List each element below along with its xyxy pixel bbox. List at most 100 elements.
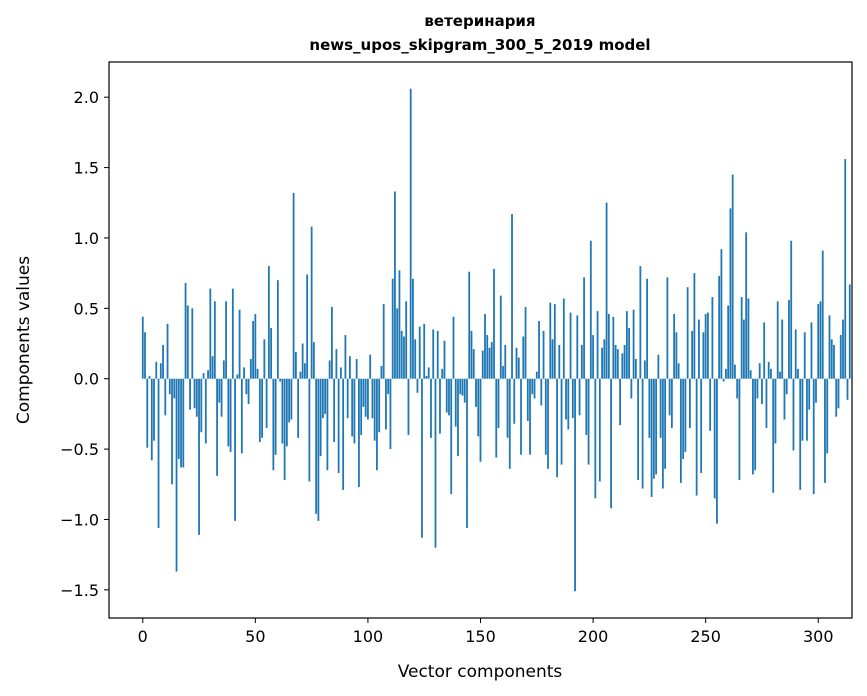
bar-134 <box>443 340 446 379</box>
bar-29 <box>207 370 209 379</box>
bar-145 <box>468 271 471 379</box>
bar-165 <box>513 378 516 424</box>
bar-41 <box>234 378 236 521</box>
bar-17 <box>180 378 182 468</box>
bar-44 <box>240 378 243 454</box>
bar-85 <box>333 378 336 443</box>
bar-32 <box>213 301 216 379</box>
y-tick-label: 0.0 <box>74 370 99 389</box>
bar-131 <box>436 330 439 379</box>
y-tick-label: −1.0 <box>60 510 99 529</box>
bar-258 <box>722 378 725 382</box>
bar-78 <box>317 378 320 521</box>
bar-147 <box>472 349 475 379</box>
bar-26 <box>200 378 203 433</box>
bar-76 <box>312 342 315 379</box>
bar-161 <box>504 344 507 379</box>
bar-155 <box>490 342 493 379</box>
bar-156 <box>493 268 495 379</box>
bar-251 <box>707 312 709 379</box>
bar-310 <box>839 335 842 379</box>
bar-305 <box>828 315 831 379</box>
bar-295 <box>806 378 808 441</box>
y-tick-label: 1.0 <box>74 229 99 248</box>
bar-38 <box>227 378 230 447</box>
bar-105 <box>378 378 381 433</box>
bar-151 <box>481 350 484 379</box>
bar-244 <box>691 330 694 379</box>
bar-69 <box>297 378 300 438</box>
bar-132 <box>439 378 441 434</box>
bar-144 <box>466 378 468 528</box>
bar-313 <box>846 378 849 400</box>
bar-169 <box>522 336 525 379</box>
bar-287 <box>788 299 790 379</box>
bar-10 <box>164 378 167 416</box>
bar-93 <box>351 378 354 437</box>
bar-153 <box>486 335 489 379</box>
x-tick-label: 300 <box>803 627 834 646</box>
bar-129 <box>432 329 435 379</box>
bar-114 <box>398 270 401 379</box>
bar-28 <box>204 378 207 444</box>
bar-43 <box>238 309 241 379</box>
bar-201 <box>594 378 597 499</box>
bar-300 <box>817 304 820 379</box>
bar-53 <box>261 378 263 438</box>
bar-48 <box>249 359 252 379</box>
bar-221 <box>639 266 642 379</box>
bar-275 <box>761 378 763 405</box>
bar-252 <box>709 378 712 431</box>
bar-193 <box>576 315 579 379</box>
bar-218 <box>632 309 635 379</box>
bar-20 <box>186 305 189 379</box>
bar-124 <box>421 378 423 538</box>
bar-83 <box>328 360 331 379</box>
bar-51 <box>256 368 259 379</box>
bar-104 <box>376 378 378 471</box>
bar-308 <box>835 378 838 417</box>
bar-16 <box>177 378 180 459</box>
bar-296 <box>808 378 811 410</box>
bar-261 <box>729 208 732 379</box>
bar-280 <box>772 378 775 493</box>
bar-89 <box>342 378 345 490</box>
bar-271 <box>752 378 754 475</box>
bar-87 <box>337 378 340 474</box>
bar-30 <box>209 288 212 379</box>
bar-152 <box>484 313 486 379</box>
bar-113 <box>396 308 399 379</box>
bar-309 <box>837 378 840 409</box>
bar-286 <box>785 378 788 395</box>
bar-184 <box>556 378 558 478</box>
bar-130 <box>434 378 437 548</box>
bar-140 <box>457 378 459 457</box>
bar-311 <box>842 319 844 379</box>
bars-group <box>141 88 851 592</box>
bar-34 <box>218 378 221 403</box>
bar-298 <box>812 378 815 495</box>
bar-268 <box>745 232 748 379</box>
bar-219 <box>634 359 637 379</box>
bar-213 <box>621 353 624 379</box>
bar-86 <box>335 349 338 379</box>
bar-274 <box>758 363 761 379</box>
bar-163 <box>508 378 511 469</box>
bar-303 <box>824 378 826 483</box>
bar-197 <box>585 378 588 436</box>
bar-312 <box>844 159 847 379</box>
bar-12 <box>168 378 171 395</box>
bar-211 <box>616 349 619 379</box>
bar-25 <box>198 378 200 535</box>
bar-159 <box>499 295 502 379</box>
bar-246 <box>695 378 698 496</box>
bar-248 <box>700 378 703 474</box>
bar-143 <box>463 378 466 403</box>
bar-13 <box>171 378 173 485</box>
bar-282 <box>776 301 779 379</box>
bar-273 <box>756 378 759 399</box>
plot-frame <box>108 61 853 619</box>
bar-265 <box>738 378 741 481</box>
bar-39 <box>229 378 232 452</box>
